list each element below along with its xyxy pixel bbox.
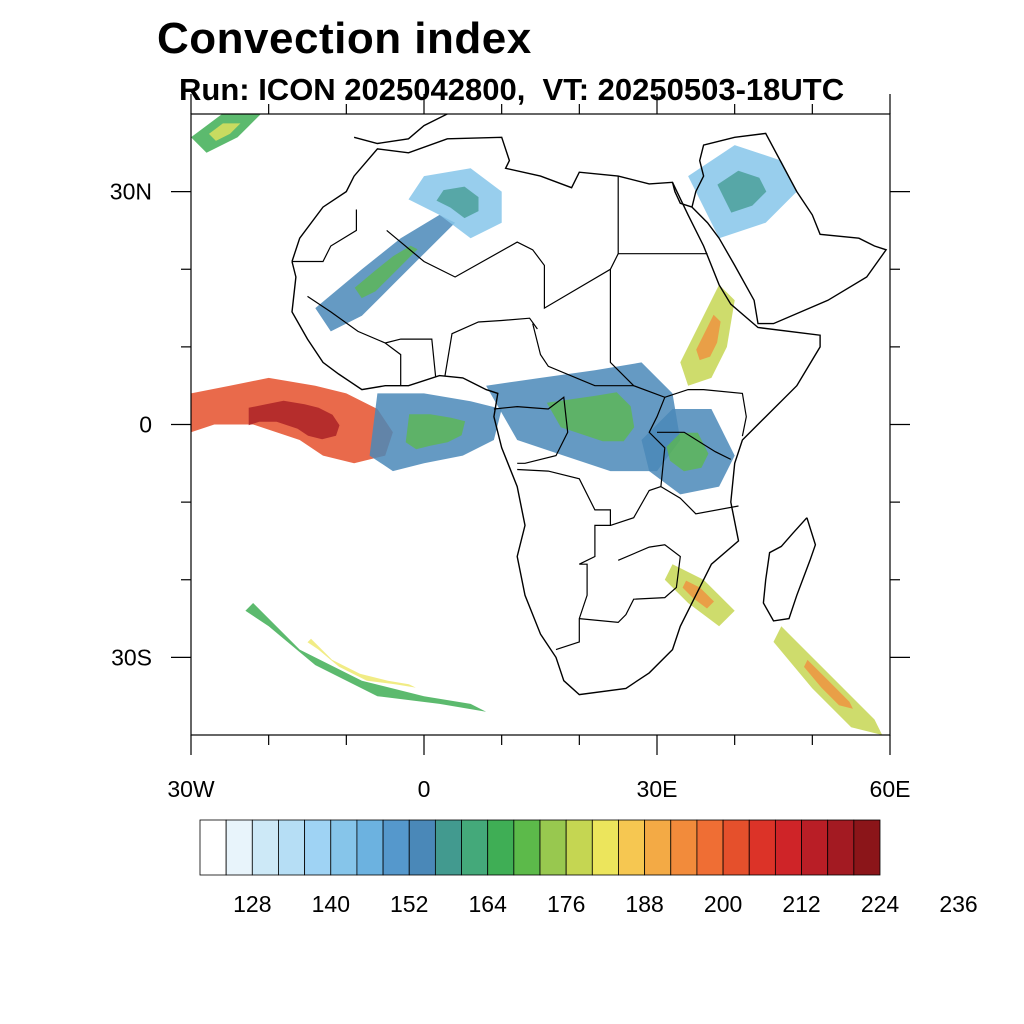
colorbar-tick-label: 224 (861, 891, 900, 917)
region-core-atlantic-itcz (248, 400, 340, 440)
axis-tick-labels: 30W 0 30E 60E 30N 0 30S (110, 179, 911, 802)
lon-tick-label: 30W (167, 776, 215, 802)
border-11 (307, 295, 402, 386)
border-4 (532, 323, 634, 387)
colorbar-tick-label: 236 (939, 891, 977, 917)
region-core-gulf-guinea (405, 414, 466, 450)
colorbar-box (591, 819, 619, 876)
colorbar-tick-label: 176 (547, 891, 585, 917)
border-8 (657, 431, 732, 460)
colorbar-tick-label: 140 (312, 891, 350, 917)
colorbar-box (356, 819, 384, 876)
colorbar-box (774, 819, 802, 876)
colorbar-box (853, 819, 881, 876)
region-southern-band (245, 603, 487, 712)
map-subtitle: Run: ICON 2025042800, VT: 20250503-18UTC (179, 72, 845, 107)
colorbar-tick-label: 212 (782, 891, 820, 917)
africa-coast (291, 136, 821, 696)
border-13 (444, 317, 538, 376)
colorbar-box (644, 819, 672, 876)
colorbar-box (278, 819, 306, 876)
coastlines (291, 114, 888, 696)
lon-tick-label: 0 (418, 776, 431, 802)
region-core-mozambique (682, 580, 714, 609)
border-5 (493, 396, 569, 464)
lat-tick-label: 0 (139, 412, 152, 438)
region-core-sahara-north (436, 186, 479, 219)
colorbar-box (801, 819, 829, 876)
colorbar-tick-label: 128 (233, 891, 271, 917)
region-core-mid-east (717, 170, 767, 213)
colorbar-box (539, 819, 567, 876)
region-core-ethiopia (696, 314, 721, 361)
colorbar-box (382, 819, 410, 876)
border-12 (385, 338, 437, 377)
colorbar-box (461, 819, 489, 876)
sri-horn-detail (671, 182, 693, 208)
colorbar-box (304, 819, 332, 876)
colorbar-tick-label: 152 (390, 891, 428, 917)
colorbar-box (827, 819, 855, 876)
border-9 (660, 486, 739, 515)
border-1 (386, 176, 619, 310)
border-3 (609, 269, 747, 437)
region-core-north-atlantic (208, 123, 241, 141)
border-7 (610, 397, 666, 526)
colorbar-box (618, 819, 646, 876)
colorbar-box (487, 819, 515, 876)
lon-tick-label: 30E (637, 776, 678, 802)
region-core-indian-ocean-se (804, 659, 853, 709)
colorbar-tick-label: 188 (625, 891, 663, 917)
map-title: Convection index (157, 14, 532, 63)
lat-tick-label: 30S (111, 644, 152, 670)
colorbar-box (696, 819, 724, 876)
colorbar-labels: 128 140 152 164 176 188 200 212 224 236 (233, 891, 978, 917)
border-0 (292, 209, 357, 263)
lon-tick-label: 60E (870, 776, 911, 802)
colorbar-tick-label: 164 (469, 891, 508, 917)
colorbar-box (513, 819, 541, 876)
colorbar-box (565, 819, 593, 876)
colorbar-box (408, 819, 436, 876)
axis-ticks (171, 94, 910, 755)
border-6 (517, 468, 612, 651)
colorbar-box (199, 819, 227, 876)
colorbar-box (670, 819, 698, 876)
colorbar-box (722, 819, 750, 876)
region-core-east-africa (666, 432, 709, 472)
region-core-southern-band (307, 638, 416, 688)
colorbar-tick-label: 200 (704, 891, 742, 917)
madagascar (762, 517, 817, 622)
colorbar-box (434, 819, 462, 876)
lat-tick-label: 30N (110, 179, 152, 205)
colorbar-box (225, 819, 253, 876)
arabia (691, 132, 888, 325)
border-10 (579, 544, 681, 624)
region-core-sahel-west (354, 245, 418, 299)
colorbar-box (748, 819, 776, 876)
colorbar-box (330, 819, 358, 876)
region-core-central-africa (546, 392, 635, 442)
convection-field (191, 114, 883, 735)
colorbar (199, 819, 881, 876)
iberia (353, 114, 448, 145)
colorbar-box (251, 819, 279, 876)
